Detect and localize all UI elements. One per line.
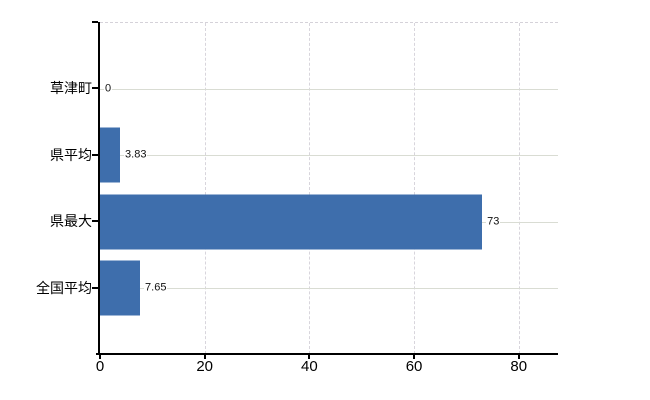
vertical-gridline — [204, 23, 206, 354]
vertical-gridline — [518, 23, 520, 354]
horizontal-gridline — [100, 155, 558, 157]
x-tick-label: 40 — [301, 358, 318, 375]
x-axis-line — [96, 353, 558, 355]
horizontal-gridline — [100, 89, 558, 91]
x-axis-tick — [308, 355, 311, 359]
y-axis-line — [98, 22, 100, 354]
vertical-gridline — [309, 23, 311, 354]
value-label: 73 — [486, 215, 501, 228]
y-axis-tick — [92, 87, 98, 90]
bar-県平均 — [100, 127, 121, 183]
value-label: 7.65 — [144, 281, 168, 294]
y-axis-tick — [92, 286, 98, 289]
x-tick-label: 0 — [95, 358, 105, 375]
y-axis-tick — [92, 220, 98, 223]
value-label: 3.83 — [124, 148, 148, 161]
x-tick-label: 80 — [510, 358, 528, 375]
vertical-gridline — [414, 23, 416, 354]
x-axis-tick — [203, 355, 206, 359]
category-label: 草津町 — [50, 80, 92, 97]
category-label: 県最大 — [50, 213, 92, 230]
category-label: 全国平均 — [36, 279, 92, 296]
y-axis-tick — [92, 153, 98, 156]
plot-area: 0 3.83 73 7.65 — [100, 22, 558, 354]
x-axis-tick — [99, 355, 101, 359]
bar-県最大 — [100, 194, 483, 250]
horizontal-gridline — [100, 287, 558, 289]
x-axis-tick — [517, 355, 520, 359]
x-axis-tick — [413, 355, 416, 359]
x-tick-label: 60 — [405, 358, 423, 375]
category-label: 県平均 — [50, 146, 92, 163]
value-label: 0 — [104, 82, 113, 95]
bar-全国平均 — [100, 260, 141, 316]
y-axis-tick — [92, 21, 98, 23]
x-tick-label: 20 — [196, 358, 214, 375]
